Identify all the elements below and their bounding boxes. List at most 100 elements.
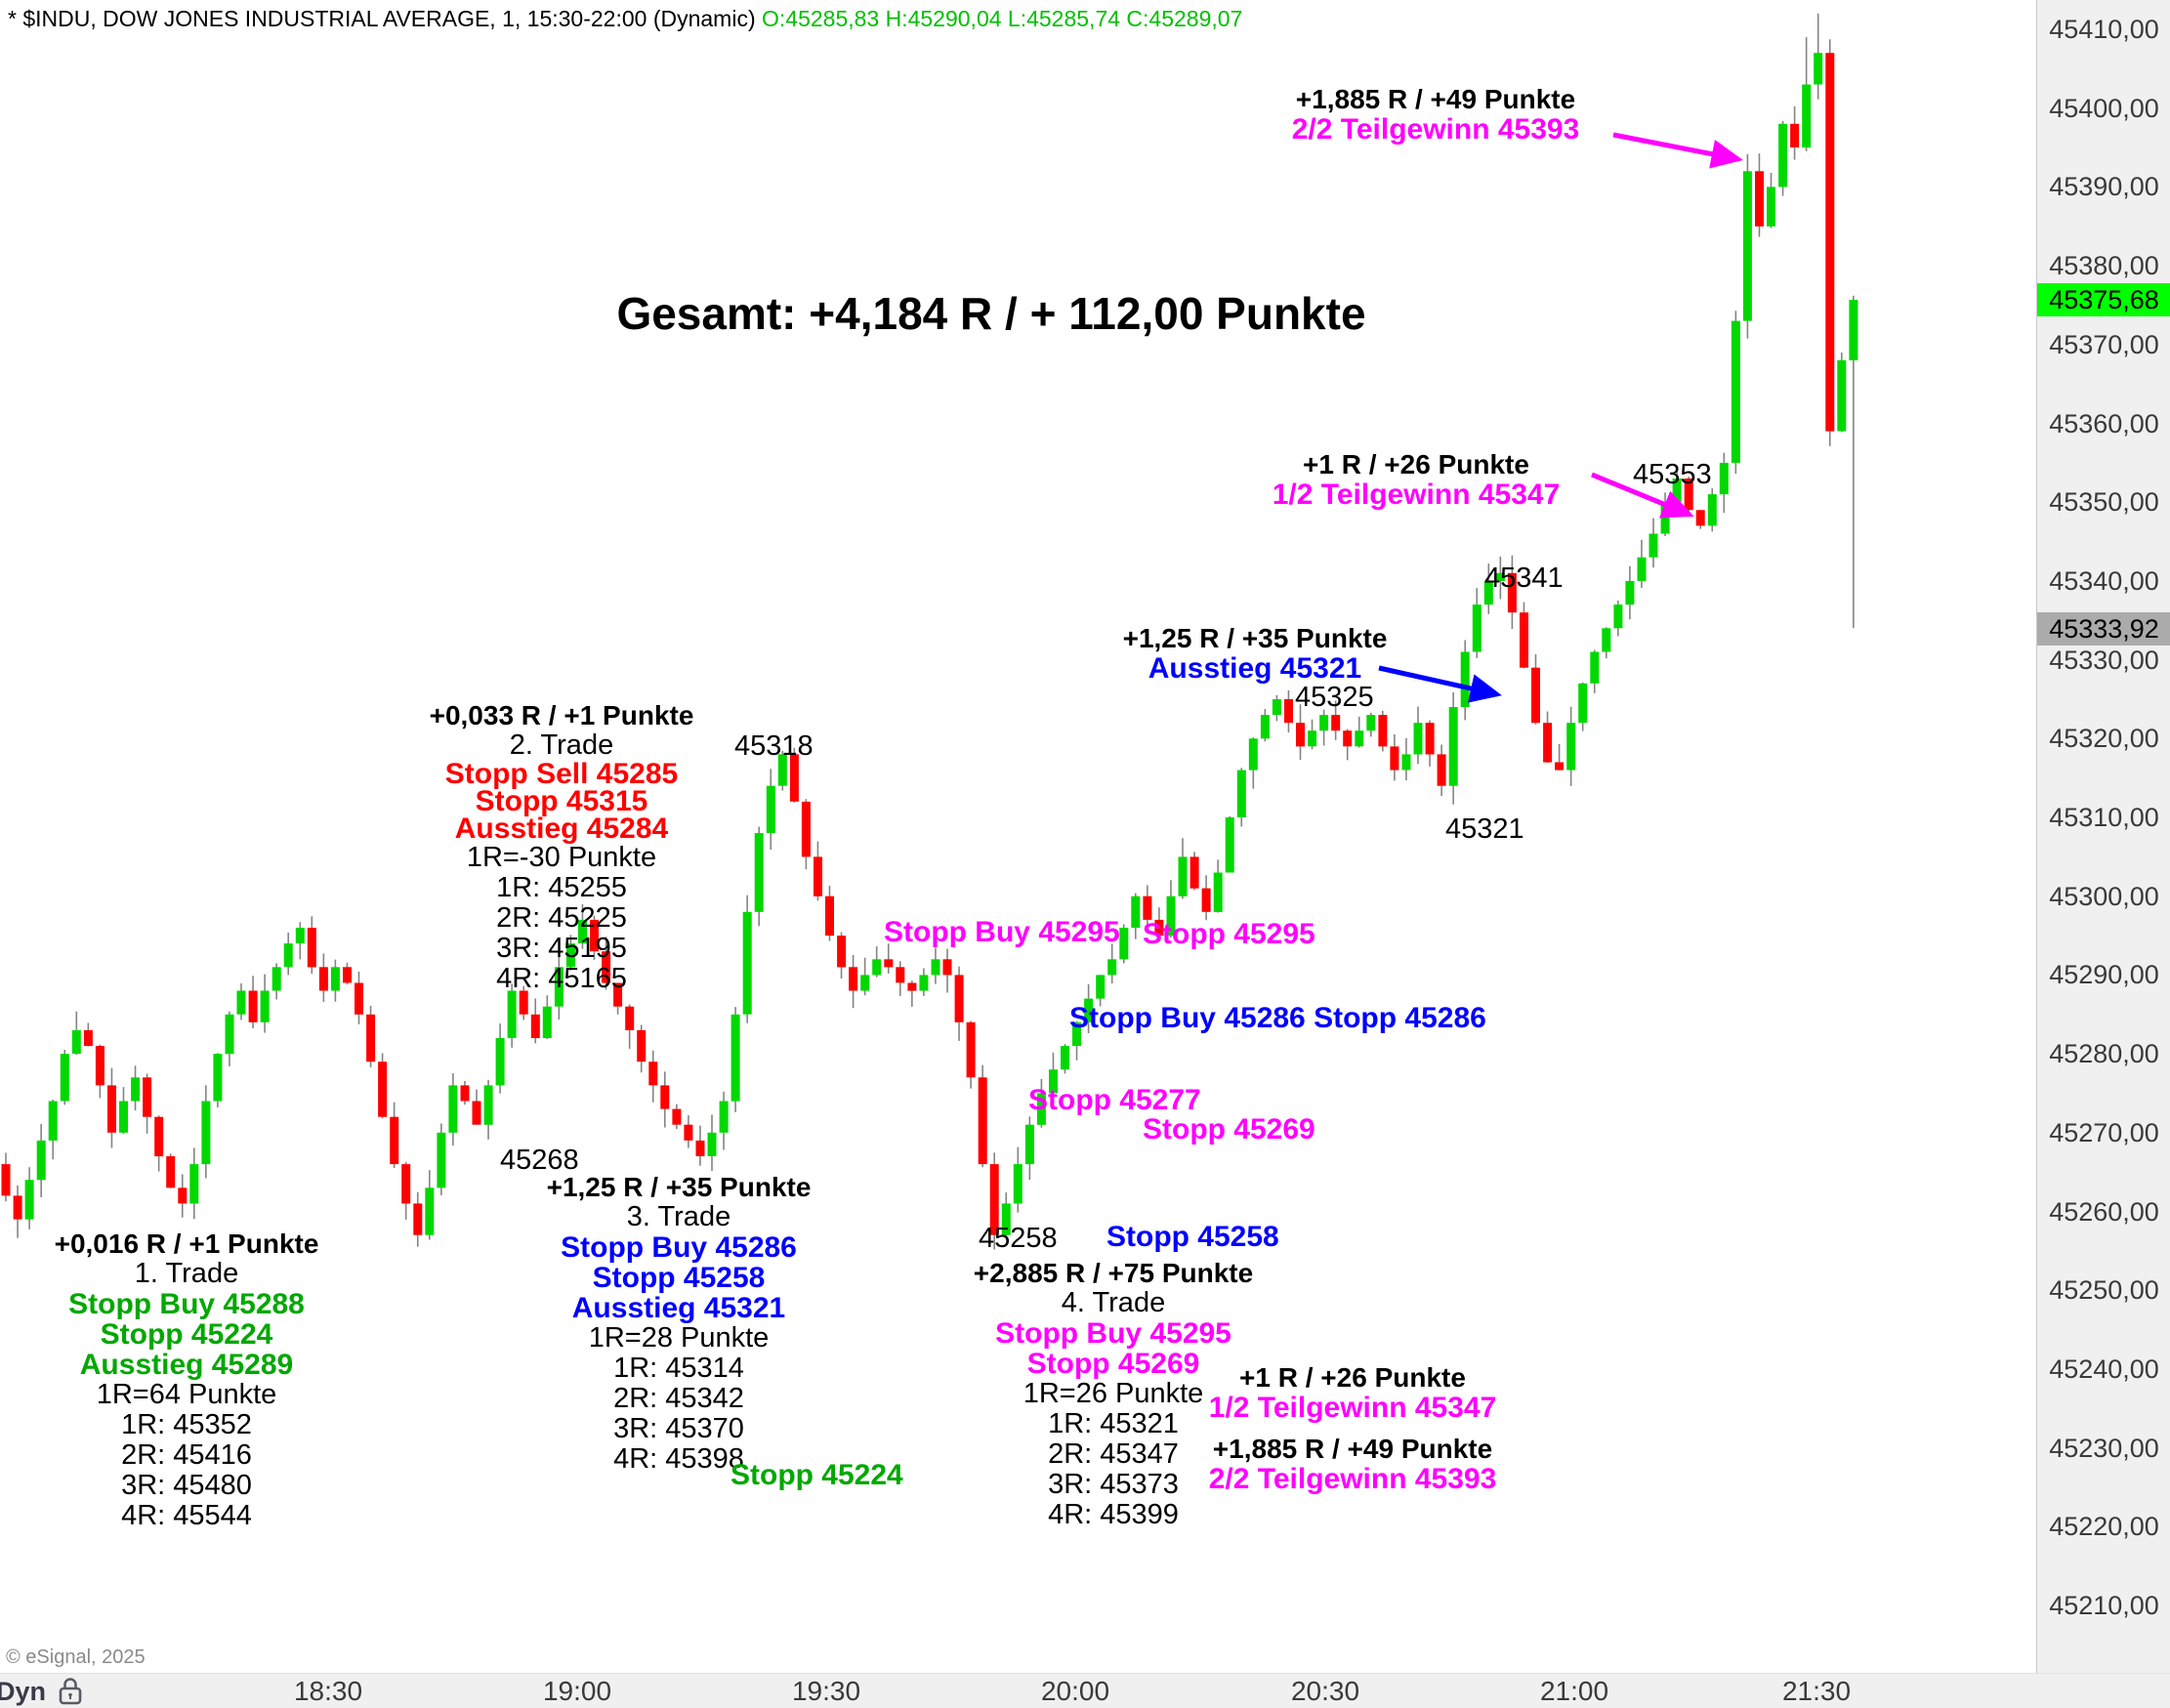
- candle: [13, 1195, 22, 1220]
- price-tick: 45300,00: [2049, 881, 2159, 911]
- stop-level-label[interactable]: Stopp Buy 45295: [884, 916, 1120, 948]
- candle: [1472, 604, 1481, 652]
- time-tick: 18:30: [293, 1676, 363, 1706]
- candle: [1061, 1046, 1069, 1070]
- annotation-line: 4R: 45398: [613, 1443, 744, 1475]
- candle: [1613, 604, 1623, 629]
- price-swing-label[interactable]: 45321: [1445, 813, 1524, 845]
- annotation-line: 4. Trade: [1061, 1287, 1166, 1318]
- candle: [495, 1038, 505, 1086]
- price-swing-label[interactable]: 45258: [979, 1223, 1058, 1254]
- candle: [483, 1085, 493, 1125]
- annotation-arrow[interactable]: [1378, 665, 1502, 703]
- annotation-line: +2,885 R / +75 Punkte: [973, 1258, 1254, 1288]
- chart-area[interactable]: Gesamt: +4,184 R / + 112,00 Punkte +0,01…: [0, 0, 2036, 1673]
- dyn-mode-button[interactable]: Dyn: [0, 1676, 47, 1706]
- stop-level-label[interactable]: Stopp 45269: [1143, 1113, 1315, 1146]
- time-tick: 19:30: [791, 1676, 861, 1706]
- lock-icon[interactable]: [56, 1676, 85, 1707]
- candle: [1425, 723, 1435, 755]
- price-tick: 45410,00: [2049, 15, 2159, 44]
- candle: [625, 1006, 635, 1030]
- candle: [1731, 320, 1740, 463]
- candle: [707, 1132, 717, 1156]
- price-tick: 45280,00: [2049, 1039, 2159, 1069]
- stop-level-label[interactable]: Stopp 45258: [1106, 1221, 1279, 1253]
- price-swing-label[interactable]: 45268: [500, 1145, 579, 1176]
- time-axis[interactable]: Dyn 18:30 19:00 19:30 20:00 20:30 21:00 21:30: [0, 1673, 2170, 1708]
- candle: [590, 919, 599, 952]
- candle: [719, 1101, 729, 1133]
- candle: [814, 856, 822, 896]
- candle: [684, 1124, 693, 1141]
- candle: [48, 1101, 58, 1141]
- annotation-line: Ausstieg 45321: [1148, 652, 1362, 685]
- candle: [672, 1108, 682, 1125]
- price-swing-label[interactable]: 45341: [1484, 562, 1564, 594]
- annotation-line: Ausstieg 45284: [454, 812, 669, 845]
- candle: [1378, 715, 1388, 747]
- partial-1-top-annotation[interactable]: +1 R / +26 Punkte 1/2 Teilgewinn 45347: [1240, 449, 1592, 510]
- price-tick: 45240,00: [2049, 1354, 2159, 1384]
- exit-3-annotation[interactable]: +1,25 R / +35 Punkte Ausstieg 45321: [1108, 623, 1401, 684]
- candle: [1814, 53, 1823, 85]
- annotation-arrow[interactable]: [1591, 472, 1694, 519]
- candle: [1366, 715, 1376, 731]
- price-tick: 45360,00: [2049, 408, 2159, 438]
- price-tick: 45290,00: [2049, 960, 2159, 990]
- candle: [24, 1180, 34, 1220]
- candle: [1566, 723, 1576, 771]
- annotation-line: +1 R / +26 Punkte: [1303, 449, 1529, 479]
- stop-level-label[interactable]: Stopp 45224: [730, 1459, 903, 1491]
- candle: [413, 1203, 423, 1235]
- candle: [1024, 1124, 1034, 1165]
- partial-1-bottom-annotation[interactable]: +1 R / +26 Punkte 1/2 Teilgewinn 45347: [1196, 1362, 1509, 1423]
- candle: [1201, 888, 1211, 912]
- candle: [119, 1101, 128, 1133]
- price-swing-label[interactable]: 45353: [1633, 459, 1712, 490]
- partial-2-bottom-annotation[interactable]: +1,885 R / +49 Punkte 2/2 Teilgewinn 4539…: [1196, 1434, 1509, 1494]
- annotation-line: Stopp Buy 45288: [68, 1288, 305, 1320]
- price-axis[interactable]: 45410,00 45400,00 45390,00 45380,00 45370,00…: [2036, 0, 2170, 1707]
- candle: [1507, 572, 1517, 613]
- candle: [1719, 462, 1729, 495]
- candlestick-chart[interactable]: [0, 0, 2036, 1673]
- price-swing-label[interactable]: 45325: [1295, 682, 1374, 713]
- candle: [989, 1164, 999, 1235]
- candle: [260, 990, 270, 1022]
- trade-1-annotation[interactable]: +0,016 R / +1 Punkte 1. Trade Stopp Buy 45…: [35, 1229, 338, 1531]
- candle: [1837, 359, 1847, 432]
- total-result-annotation[interactable]: Gesamt: +4,184 R / + 112,00 Punkte: [616, 288, 1366, 339]
- annotation-line: 1R=26 Punkte: [1022, 1378, 1204, 1409]
- annotation-line: 1/2 Teilgewinn 45347: [1208, 1392, 1497, 1424]
- time-tick: 19:00: [542, 1676, 612, 1706]
- annotation-line: Stopp Sell 45285: [444, 758, 679, 790]
- candle: [355, 982, 363, 1015]
- ohlc-readout: O:45285,83 H:45290,04 L:45285,74 C:45289…: [762, 6, 1243, 31]
- copyright-notice: © eSignal, 2025: [6, 1646, 151, 1669]
- stop-level-label[interactable]: Stopp 45295: [1143, 918, 1315, 950]
- annotation-line: 1R=-30 Punkte: [466, 842, 657, 873]
- price-swing-label[interactable]: 45318: [734, 730, 814, 762]
- candle: [966, 1021, 976, 1078]
- annotation-line: 1R: 45352: [121, 1409, 252, 1440]
- annotation-line: +1,25 R / +35 Punkte: [546, 1172, 812, 1202]
- candle: [507, 990, 517, 1038]
- trade-3-annotation[interactable]: +1,25 R / +35 Punkte 3. Trade Stopp Buy 45…: [532, 1172, 825, 1475]
- candle: [942, 959, 952, 976]
- price-tick: 45400,00: [2049, 93, 2159, 123]
- trade-2-annotation[interactable]: +0,033 R / +1 Punkte 2. Trade Stopp Sell 4…: [415, 700, 708, 994]
- stop-level-label[interactable]: Stopp 45277: [1028, 1084, 1201, 1116]
- annotation-line: 4R: 45165: [496, 963, 627, 994]
- partial-2-top-annotation[interactable]: +1,885 R / +49 Punkte 2/2 Teilgewinn 4539…: [1260, 84, 1611, 145]
- annotation-line: 2R: 45416: [121, 1439, 252, 1471]
- trade-4-annotation[interactable]: +2,885 R / +75 Punkte 4. Trade Stopp Buy 4…: [962, 1258, 1265, 1530]
- annotation-arrows[interactable]: [1378, 132, 1743, 703]
- candle: [95, 1046, 104, 1086]
- annotation-arrow[interactable]: [1612, 132, 1743, 169]
- candle: [931, 959, 940, 976]
- candle: [1448, 707, 1458, 786]
- annotation-line: 2. Trade: [509, 729, 614, 761]
- stop-level-label[interactable]: Stopp Buy 45286 Stopp 45286: [1069, 1002, 1486, 1034]
- candle: [1236, 770, 1246, 817]
